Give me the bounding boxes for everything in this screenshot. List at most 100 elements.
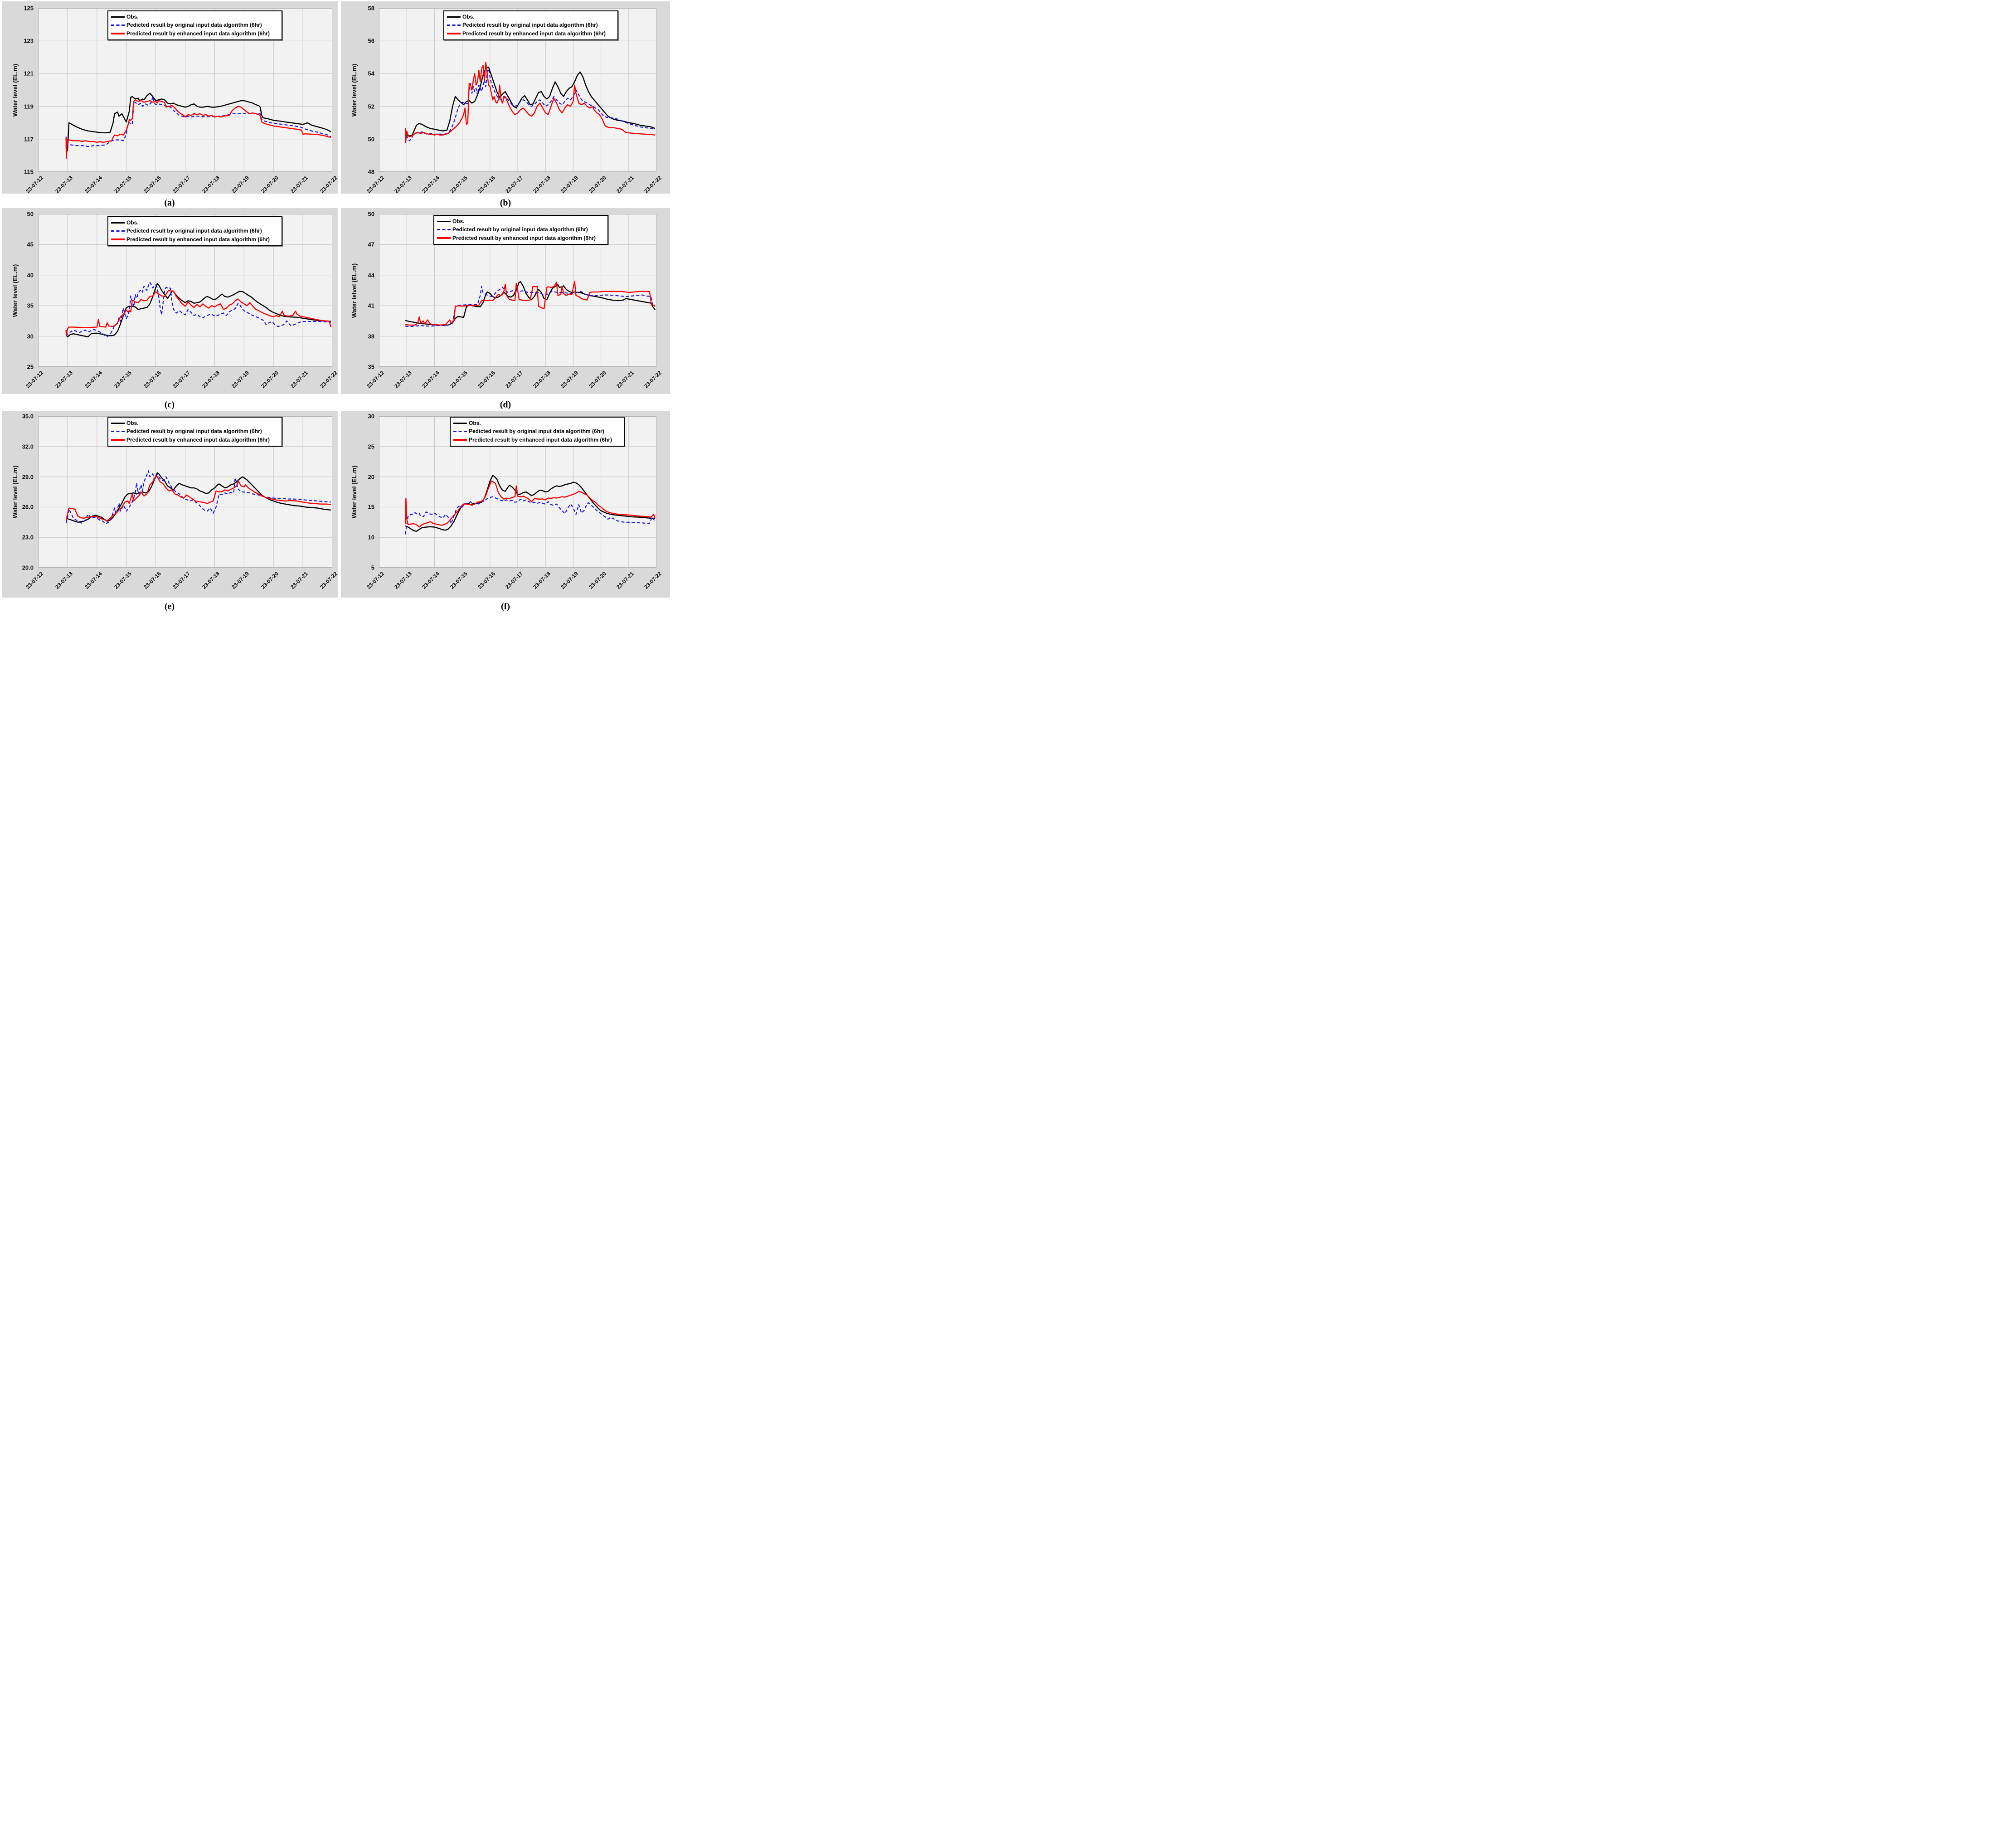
x-tick-d: 23-07-14 [421,370,441,389]
legend-original-prediction-label: Pedicted result by original input data a… [452,226,588,233]
legend-obs-item: Obs. [111,419,278,427]
legend-enhanced-prediction-marker-icon [111,238,125,240]
y-tick-e: 23.0 [22,534,34,541]
y-tick-e: 26.0 [22,503,34,511]
x-tick-d: 23-07-17 [504,370,524,389]
panel-caption-a: (a) [164,198,175,208]
legend-obs-item: Obs. [111,219,278,227]
x-tick-b: 23-07-22 [643,175,663,195]
y-tick-b: 48 [368,168,374,175]
x-tick-c: 23-07-21 [289,370,309,389]
x-tick-d: 23-07-19 [559,370,580,389]
legend-obs-marker-icon [447,16,461,18]
legend-b: Obs. Pedicted result by original input da… [443,10,618,40]
legend-original-prediction-label: Pedicted result by original input data a… [469,428,604,435]
x-tick-c: 23-07-19 [230,370,251,389]
legend-enhanced-prediction-marker-icon [453,439,467,441]
x-tick-c: 23-07-15 [112,370,133,389]
legend-enhanced-prediction-marker-icon [111,439,125,441]
y-tick-d: 38 [368,333,374,340]
original-prediction-line-f [405,496,656,535]
y-tick-d: 41 [368,302,374,309]
legend-obs-label: Obs. [126,420,139,427]
chart-panel-d: Water lelvel (EL.m) 50 47 44 41 38 35 23-07-12 2… [341,208,670,394]
y-tick-a: 117 [24,136,34,143]
legend-enhanced-prediction-marker-icon [447,33,461,34]
x-tick-a: 23-07-22 [319,175,339,195]
legend-f: Obs. Pedicted result by original input da… [450,417,625,447]
y-tick-f: 20 [368,473,374,481]
x-tick-b: 23-07-20 [587,175,607,195]
obs-line-f [405,475,656,532]
enhanced-prediction-line-c [65,290,331,336]
original-prediction-line-d [405,286,656,327]
legend-enhanced-prediction-label: Predicted result by enhanced input data … [126,236,270,243]
legend-original-prediction-label: Pedicted result by original input data a… [126,228,262,234]
y-tick-c: 50 [27,210,34,218]
x-tick-d: 23-07-20 [587,370,607,389]
x-tick-f: 23-07-15 [448,570,469,590]
x-tick-d: 23-07-12 [365,370,385,389]
x-tick-f: 23-07-19 [559,570,580,590]
y-tick-f: 25 [368,443,374,450]
x-tick-f: 23-07-16 [476,570,496,590]
y-tick-c: 35 [27,302,34,309]
legend-enhanced-prediction-label: Predicted result by enhanced input data … [469,436,612,443]
x-tick-e: 23-07-12 [24,570,44,590]
legend-obs-marker-icon [453,422,467,424]
original-prediction-line-e [65,470,331,525]
x-tick-f: 23-07-12 [365,570,385,590]
legend-enhanced-prediction-label: Predicted result by enhanced input data … [462,30,606,37]
original-prediction-line-b [405,68,656,141]
x-tick-b: 23-07-15 [448,175,469,195]
y-tick-b: 56 [368,37,374,44]
legend-enhanced-prediction-marker-icon [437,237,451,239]
x-tick-e: 23-07-19 [230,570,251,590]
y-tick-a: 125 [24,5,34,12]
x-tick-f: 23-07-14 [421,570,441,590]
x-tick-e: 23-07-18 [201,570,221,590]
x-tick-d: 23-07-16 [476,370,496,389]
chart-panel-c: Water level (EL.m) 50 45 40 35 30 25 23-07-12 23… [2,208,339,394]
legend-obs-item: Obs. [437,217,604,225]
x-tick-f: 23-07-18 [532,570,552,590]
x-tick-a: 23-07-13 [53,175,74,195]
panel-caption-c: (c) [164,399,175,410]
y-tick-f: 15 [368,503,374,511]
legend-obs-item: Obs. [111,13,278,21]
legend-d: Obs. Pedicted result by original input da… [433,215,608,245]
y-tick-a: 119 [24,103,34,110]
chart-panel-e: Water level (EL.m) 35.0 32.0 29.0 26.0 23.0 20… [2,411,339,598]
y-tick-c: 45 [27,241,34,248]
chart-panel-f: Water level (EL.m) 30 25 20 15 10 5 23-07-12 23-… [341,411,670,598]
chart-panel-b: Water level (EL.m) 58 56 54 52 50 48 23-07-12 23… [341,1,670,195]
x-tick-b: 23-07-17 [504,175,524,195]
x-tick-a: 23-07-14 [83,175,103,195]
legend-original-prediction-marker-icon [437,229,451,231]
x-tick-e: 23-07-14 [83,570,103,590]
legend-original-prediction-marker-icon [111,430,125,433]
y-tick-f: 30 [368,413,374,420]
x-tick-b: 23-07-16 [476,175,496,195]
y-tick-a: 121 [24,70,34,77]
legend-original-prediction-label: Pedicted result by original input data a… [462,22,598,29]
x-tick-a: 23-07-15 [112,175,133,195]
enhanced-prediction-line-f [404,480,656,528]
legend-enhanced-prediction-item: Predicted result by enhanced input data … [111,436,278,444]
legend-enhanced-prediction-marker-icon [111,33,125,34]
legend-enhanced-prediction-item: Predicted result by enhanced input data … [453,436,620,444]
y-tick-a: 123 [24,37,34,44]
y-tick-d: 47 [368,241,374,248]
y-tick-e: 20.0 [22,564,34,571]
y-tick-b: 52 [368,103,374,110]
legend-obs-marker-icon [111,222,125,224]
y-tick-c: 30 [27,333,34,340]
legend-obs-label: Obs. [462,14,475,20]
x-tick-d: 23-07-15 [448,370,469,389]
y-tick-e: 29.0 [22,473,34,481]
x-tick-c: 23-07-13 [53,370,74,389]
figure-canvas: Water level (EL.m) 125 123 121 119 117 115 23-0… [0,0,672,615]
y-tick-e: 35.0 [22,413,34,420]
obs-line-d [405,281,656,326]
x-tick-f: 23-07-21 [615,570,635,590]
